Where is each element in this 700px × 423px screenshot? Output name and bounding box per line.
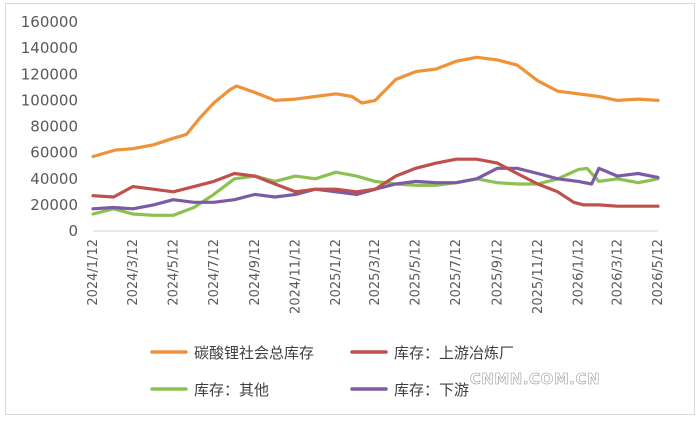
x-axis: 2024/1/12 2024/3/12 2024/5/12 2024/7/12 2024… [86,230,666,314]
x-tick-label: 2026/3/12 [611,239,626,306]
legend-label: 库存：上游冶炼厂 [394,344,514,362]
series-line-1 [91,55,660,159]
x-tick-label: 2026/5/12 [651,239,666,306]
x-tick-label: 2025/5/12 [409,239,424,306]
x-tick-label: 2024/11/12 [288,239,303,314]
x-tick-label: 2024/9/12 [248,239,263,306]
x-tick-label: 2024/7/12 [207,239,222,306]
y-tick-label: 160000 [21,13,78,31]
y-tick-label: 20000 [30,196,78,214]
x-tick-label: 2025/9/12 [490,239,505,306]
y-tick-label: 0 [68,222,78,240]
legend-label: 碳酸锂社会总库存 [194,344,314,362]
x-tick-label: 2026/1/12 [571,239,586,306]
watermark: CNMN.COM.CN [470,370,600,388]
legend-label: 库存：其他 [194,381,269,399]
x-tick-label: 2025/3/12 [368,239,383,306]
x-tick-label: 2025/11/12 [531,239,546,314]
y-tick-label: 80000 [30,118,78,136]
x-tick-label: 2024/1/12 [86,239,101,306]
y-tick-label: 40000 [30,170,78,188]
y-axis: 0 20000 40000 60000 80000 100000 120000 140000 1… [21,13,78,240]
x-tick-label: 2025/7/12 [449,239,464,306]
series-line-4 [91,166,660,211]
y-tick-label: 120000 [21,65,78,83]
x-tick-label: 2024/3/12 [126,239,141,306]
series-line-2 [91,157,660,208]
legend-label: 库存：下游 [394,381,469,399]
y-tick-label: 140000 [21,39,78,57]
y-tick-label: 60000 [30,144,78,162]
x-tick-label: 2024/5/12 [166,239,181,306]
y-tick-label: 100000 [21,91,78,109]
series-lines [91,55,660,217]
x-tick-label: 2025/1/12 [329,239,344,306]
